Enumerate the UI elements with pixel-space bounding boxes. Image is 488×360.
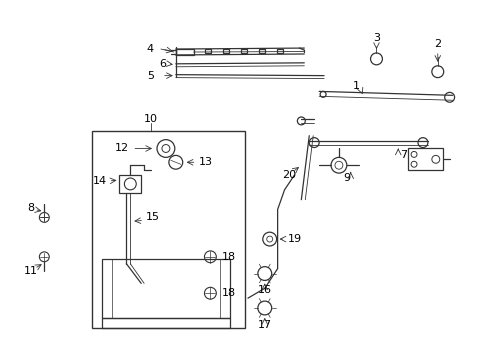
Text: 20: 20 bbox=[282, 170, 296, 180]
Bar bbox=[223, 49, 229, 53]
Text: 14: 14 bbox=[92, 176, 106, 186]
Bar bbox=[102, 259, 230, 318]
Text: 15: 15 bbox=[146, 212, 160, 222]
Text: 5: 5 bbox=[147, 71, 154, 81]
Text: 8: 8 bbox=[27, 203, 34, 212]
Text: 19: 19 bbox=[287, 234, 301, 244]
Text: 1: 1 bbox=[352, 81, 360, 91]
Bar bbox=[407, 148, 442, 170]
Text: 18: 18 bbox=[222, 252, 236, 262]
Text: 12: 12 bbox=[115, 144, 129, 153]
Text: 11: 11 bbox=[23, 266, 38, 276]
Bar bbox=[276, 49, 282, 53]
Bar bbox=[258, 49, 264, 53]
Text: 9: 9 bbox=[343, 173, 350, 183]
Text: 18: 18 bbox=[222, 288, 236, 298]
Bar bbox=[241, 49, 246, 53]
Text: 3: 3 bbox=[372, 33, 379, 43]
Text: 4: 4 bbox=[146, 44, 154, 54]
Text: 10: 10 bbox=[144, 114, 158, 124]
Text: 6: 6 bbox=[159, 59, 165, 69]
Text: 17: 17 bbox=[257, 320, 271, 330]
Text: 7: 7 bbox=[399, 150, 406, 161]
Text: 2: 2 bbox=[433, 39, 441, 49]
Bar bbox=[205, 49, 211, 53]
Bar bbox=[175, 49, 193, 55]
Bar bbox=[119, 175, 141, 193]
Text: 16: 16 bbox=[257, 285, 271, 295]
Bar bbox=[92, 131, 244, 328]
Text: 13: 13 bbox=[198, 157, 212, 167]
